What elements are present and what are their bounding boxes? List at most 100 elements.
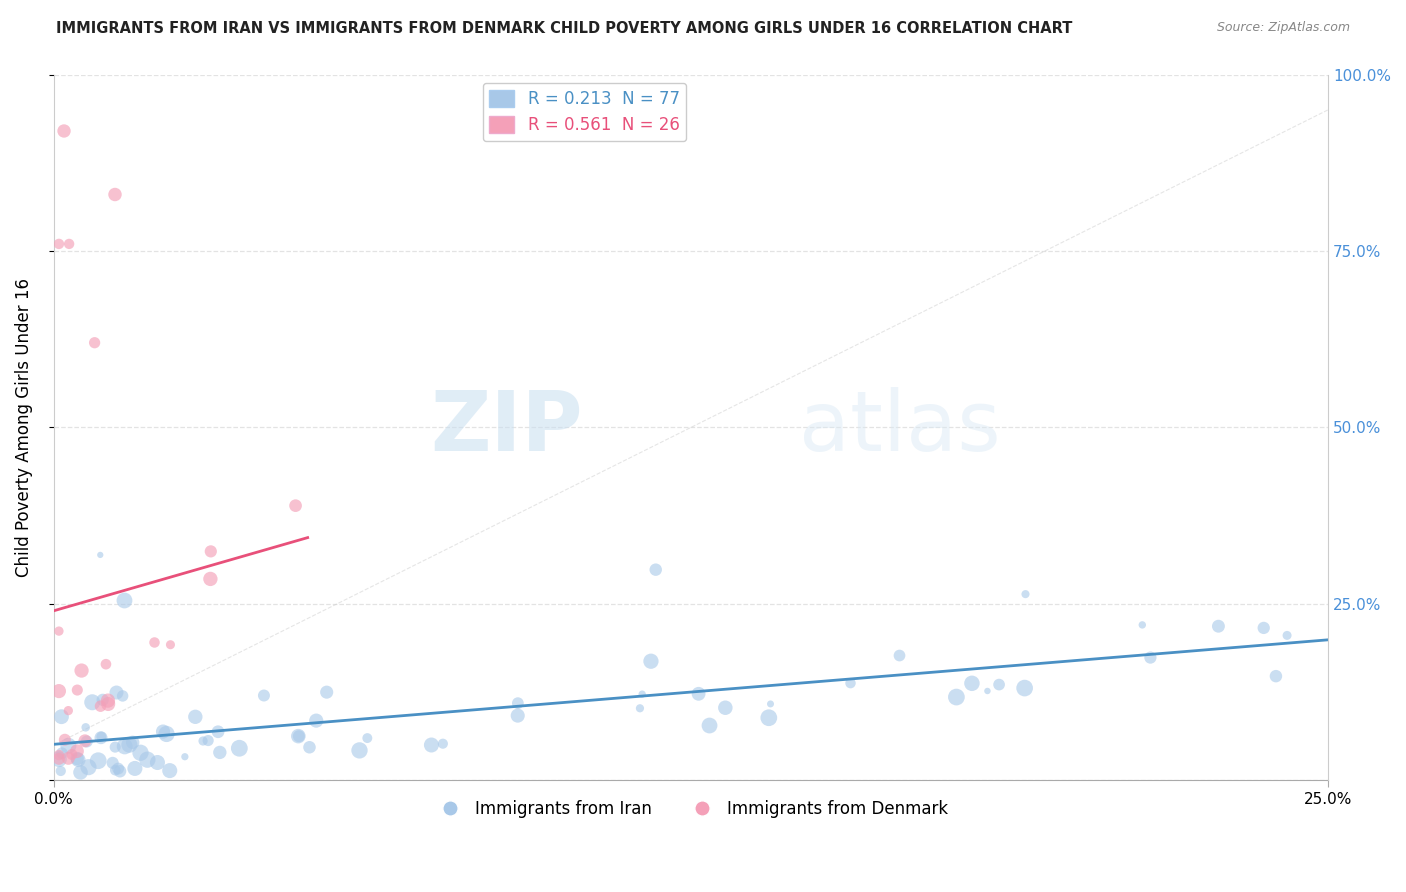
Point	[51, 709, 73, 723]
Point	[640, 654, 662, 668]
Point	[66, 751, 89, 765]
Point	[51, 746, 73, 760]
Text: IMMIGRANTS FROM IRAN VS IMMIGRANTS FROM DENMARK CHILD POVERTY AMONG GIRLS UNDER : IMMIGRANTS FROM IRAN VS IMMIGRANTS FROM …	[56, 21, 1073, 37]
Point	[118, 738, 141, 752]
Point	[53, 124, 76, 138]
Point	[101, 756, 124, 770]
Point	[89, 699, 111, 714]
Point	[124, 761, 146, 775]
Point	[288, 729, 311, 743]
Point	[1264, 669, 1286, 683]
Point	[200, 572, 222, 586]
Point	[94, 657, 117, 672]
Point	[143, 635, 166, 649]
Point	[155, 727, 177, 741]
Point	[200, 544, 222, 558]
Point	[159, 638, 181, 652]
Point	[889, 648, 911, 663]
Text: Source: ZipAtlas.com: Source: ZipAtlas.com	[1216, 21, 1350, 35]
Point	[82, 695, 104, 709]
Point	[75, 720, 97, 734]
Point	[60, 747, 83, 762]
Point	[69, 765, 91, 780]
Point	[76, 734, 98, 748]
Point	[759, 697, 782, 711]
Point	[73, 734, 96, 748]
Point	[91, 693, 114, 707]
Point	[129, 746, 152, 760]
Point	[284, 499, 307, 513]
Point	[53, 732, 76, 747]
Point	[111, 689, 134, 703]
Point	[83, 335, 105, 350]
Point	[173, 749, 195, 764]
Point	[108, 764, 131, 779]
Point	[58, 751, 80, 765]
Point	[208, 746, 231, 760]
Text: atlas: atlas	[799, 387, 1001, 468]
Point	[1014, 587, 1036, 601]
Point	[1130, 618, 1153, 632]
Point	[97, 693, 120, 707]
Point	[66, 744, 89, 758]
Point	[298, 740, 321, 755]
Point	[506, 696, 529, 710]
Legend: Immigrants from Iran, Immigrants from Denmark: Immigrants from Iran, Immigrants from De…	[427, 794, 955, 825]
Point	[1208, 619, 1230, 633]
Point	[228, 741, 250, 756]
Point	[688, 687, 710, 701]
Point	[631, 687, 654, 701]
Point	[48, 624, 70, 639]
Point	[839, 676, 862, 690]
Point	[146, 756, 169, 770]
Point	[1253, 621, 1275, 635]
Point	[70, 664, 93, 678]
Point	[644, 563, 666, 577]
Y-axis label: Child Poverty Among Girls Under 16: Child Poverty Among Girls Under 16	[15, 278, 32, 577]
Point	[976, 684, 998, 698]
Point	[104, 740, 127, 755]
Point	[432, 737, 454, 751]
Point	[90, 730, 112, 744]
Point	[1275, 628, 1298, 642]
Point	[960, 676, 983, 690]
Text: ZIP: ZIP	[430, 387, 582, 468]
Point	[114, 593, 136, 607]
Point	[97, 697, 120, 711]
Point	[287, 729, 309, 743]
Point	[58, 704, 80, 718]
Point	[315, 685, 337, 699]
Point	[107, 762, 129, 776]
Point	[58, 739, 80, 753]
Point	[49, 764, 72, 778]
Point	[506, 708, 529, 723]
Point	[105, 685, 128, 699]
Point	[628, 701, 651, 715]
Point	[184, 710, 207, 724]
Point	[152, 724, 174, 739]
Point	[104, 763, 127, 777]
Point	[945, 690, 967, 704]
Point	[758, 711, 780, 725]
Point	[207, 724, 229, 739]
Point	[48, 236, 70, 251]
Point	[420, 738, 443, 752]
Point	[48, 684, 70, 698]
Point	[89, 548, 111, 562]
Point	[104, 187, 127, 202]
Point	[191, 734, 214, 748]
Point	[714, 700, 737, 714]
Point	[197, 733, 219, 747]
Point	[121, 735, 143, 749]
Point	[1014, 681, 1036, 695]
Point	[988, 677, 1011, 691]
Point	[77, 760, 100, 774]
Point	[48, 752, 70, 766]
Point	[66, 683, 89, 698]
Point	[48, 747, 70, 762]
Point	[58, 236, 80, 251]
Point	[356, 731, 378, 745]
Point	[90, 731, 112, 745]
Point	[48, 752, 70, 766]
Point	[305, 714, 328, 728]
